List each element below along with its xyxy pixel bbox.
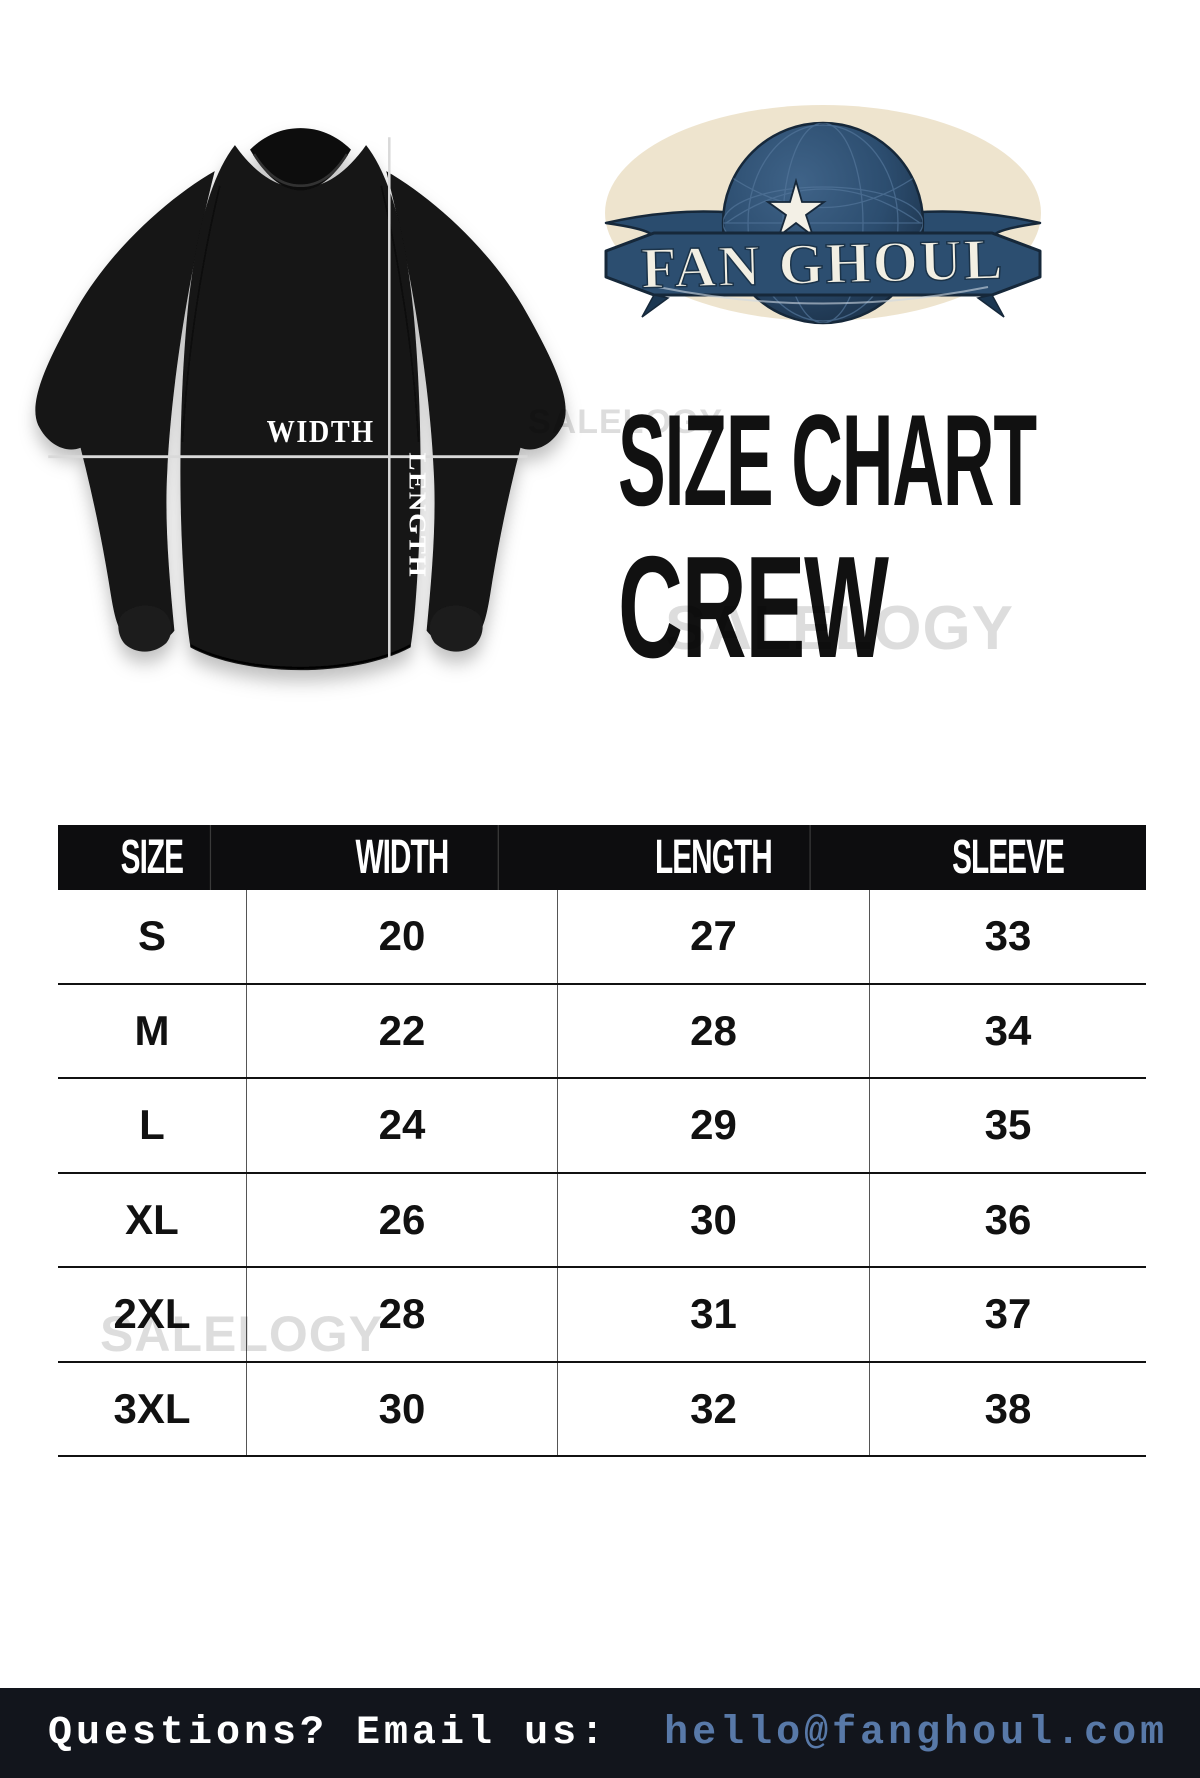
svg-text:WIDTH: WIDTH [267, 415, 375, 450]
svg-text:LENGTH: LENGTH [404, 452, 431, 578]
svg-text:FAN GHOUL: FAN GHOUL [640, 226, 1005, 300]
